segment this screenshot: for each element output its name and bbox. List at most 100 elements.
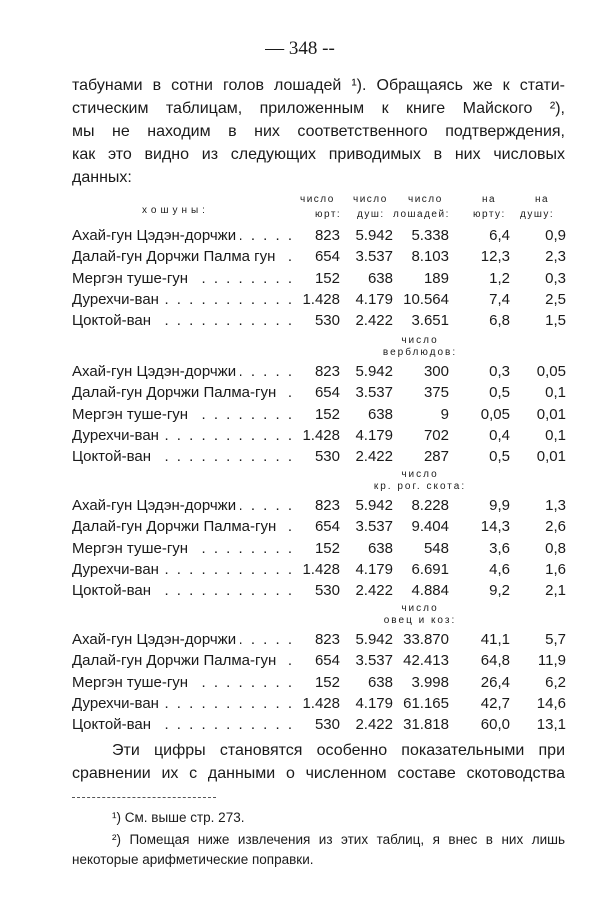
table-cell: 5.942	[355, 497, 393, 514]
leader-dots: . . . . . . . . . . . . . . . . . . . . …	[279, 248, 294, 266]
table-cell: 152	[314, 673, 340, 691]
table-row: Мергэн туше-гун . . . . . . . . . . . . …	[72, 268, 572, 289]
table-cell: 5.338	[411, 227, 449, 244]
row-label: Мергэн туше-гун . . . . . . . . . . . . …	[72, 538, 294, 559]
table-cell: 3.537	[355, 248, 393, 266]
leader-dots: . . . . . . . . . . . . . . . . . . . . …	[155, 312, 294, 330]
table-cell: 11,9	[537, 652, 566, 670]
leader-dots: . . . . . . . . . . . . . . . . . . . . …	[155, 582, 294, 600]
table-cell: 1.428	[302, 560, 340, 578]
table-row: Дурехчи-ван . . . . . . . . . . . . . . …	[72, 559, 572, 580]
table-cell: 64,8	[480, 652, 510, 670]
table-row: Дурехчи-ван . . . . . . . . . . . . . . …	[72, 289, 572, 310]
column-header: число	[408, 194, 443, 205]
khoshun-name: Ахай-гун Цэдэн-дорчжи	[72, 497, 237, 514]
table-cell: 287	[423, 448, 449, 466]
table-cell: 3.537	[355, 384, 393, 402]
leader-dots: . . . . . . . . . . . . . . . . . . . . …	[155, 448, 294, 466]
table-cell: 0,01	[536, 405, 566, 423]
footnote-line: ¹) См. выше стр. 273.	[112, 810, 245, 825]
leader-dots: . . . . . . . . . . . . . . . . . . . . …	[192, 673, 294, 691]
table-row: Мергэн туше-гун . . . . . . . . . . . . …	[72, 672, 572, 693]
table-cell: 823	[314, 227, 340, 244]
leader-dots: . . . . . . . . . . . . . . . . . . . . …	[192, 269, 294, 287]
table-cell: 2.422	[355, 448, 393, 466]
khoshun-name: Ахай-гун Цэдэн-дорчжи	[72, 227, 237, 244]
group-subheader: число	[401, 469, 439, 480]
table-cell: 638	[367, 539, 393, 557]
table-cell: 31.818	[403, 716, 449, 734]
row-label: Ахай-гун Цэдэн-дорчжи . . . . . . . . . …	[72, 225, 294, 246]
table-cell: 1,5	[545, 312, 566, 330]
table-cell: 530	[314, 582, 340, 600]
group-subheader: число	[401, 335, 439, 346]
table-cell: 300	[423, 363, 449, 380]
khoshun-name: Дурехчи-ван	[72, 426, 159, 444]
table-row: Ахай-гун Цэдэн-дорчжи . . . . . . . . . …	[72, 629, 572, 650]
leader-dots: . . . . . . . . . . . . . . . . . . . . …	[192, 405, 294, 423]
table-cell: 41,1	[480, 631, 510, 648]
table-cell: 4.884	[411, 582, 449, 600]
table-cell: 6.691	[411, 560, 449, 578]
text-line: сравнении их с данными о численном соста…	[72, 765, 565, 782]
column-header: число	[353, 194, 388, 205]
table-cell: 3.537	[355, 518, 393, 536]
row-label: Ахай-гун Цэдэн-дорчжи . . . . . . . . . …	[72, 361, 294, 382]
group-subheader: число	[401, 603, 439, 614]
table-cell: 2.422	[355, 582, 393, 600]
footnote: ²) Помещая ниже извлечения из этих табли…	[72, 830, 565, 870]
khoshun-name: Мергэн туше-гун	[72, 673, 189, 691]
table-cell: 0,1	[545, 426, 566, 444]
table-cell: 152	[314, 539, 340, 557]
table-cell: 14,6	[536, 694, 566, 712]
khoshun-name: Мергэн туше-гун	[72, 405, 189, 423]
table-cell: 0,5	[489, 448, 510, 466]
table-cell: 654	[314, 248, 340, 266]
table-row: Далай-гун Дорчжи Палма гун . . . . . . .…	[72, 246, 572, 267]
leader-dots: . . . . . . . . . . . . . . . . . . . . …	[280, 518, 294, 536]
table-cell: 0,4	[489, 426, 510, 444]
table-cell: 14,3	[480, 518, 510, 536]
table-cell: 6,2	[545, 673, 566, 691]
leader-dots: . . . . . . . . . . . . . . . . . . . . …	[192, 539, 294, 557]
row-label: Далай-гун Дорчжи Палма-гун . . . . . . .…	[72, 516, 294, 537]
table-cell: 6,4	[489, 227, 510, 244]
table-cell: 61.165	[403, 694, 449, 712]
table-cell: 3,6	[489, 539, 510, 557]
table-cell: 0,3	[545, 269, 566, 287]
table-cell: 823	[314, 363, 340, 380]
table-cell: 10.564	[403, 290, 449, 308]
table-row: Дурехчи-ван . . . . . . . . . . . . . . …	[72, 425, 572, 446]
row-label: Дурехчи-ван . . . . . . . . . . . . . . …	[72, 693, 294, 714]
table-cell: 1,3	[545, 497, 566, 514]
group-subheader: верблюдов:	[382, 347, 458, 358]
table-cell: 3.537	[355, 652, 393, 670]
table-cell: 152	[314, 269, 340, 287]
footnote-divider	[72, 797, 216, 798]
table-cell: 152	[314, 405, 340, 423]
table-cell: 1,6	[545, 560, 566, 578]
footnote-line: некоторые арифметические поправки.	[72, 852, 314, 867]
footnote: ¹) См. выше стр. 273.	[72, 808, 565, 828]
table-cell: 654	[314, 384, 340, 402]
table-cell: 1,2	[489, 269, 510, 287]
closing-paragraph: Эти цифры становятся особенно показатель…	[72, 739, 565, 785]
table-cell: 5.942	[355, 227, 393, 244]
leader-dots: . . . . . . . . . . . . . . . . . . . . …	[163, 290, 294, 308]
text-line: мы не находим в них соответственного под…	[72, 123, 565, 140]
table-cell: 702	[423, 426, 449, 444]
leader-dots: . . . . . . . . . . . . . . . . . . . . …	[163, 560, 294, 578]
table-cell: 4.179	[355, 560, 393, 578]
khoshun-name: Цоктой-ван	[72, 448, 152, 466]
table-row: Цоктой-ван . . . . . . . . . . . . . . .…	[72, 714, 572, 735]
table-row: Далай-гун Дорчжи Палма-гун . . . . . . .…	[72, 516, 572, 537]
table-cell: 1.428	[302, 290, 340, 308]
table-cell: 2,1	[545, 582, 566, 600]
khoshun-name: Далай-гун Дорчжи Палма-гун	[72, 652, 277, 670]
row-label: Мергэн туше-гун . . . . . . . . . . . . …	[72, 404, 294, 425]
table-cell: 12,3	[480, 248, 510, 266]
row-label: Далай-гун Дорчжи Палма гун . . . . . . .…	[72, 246, 294, 267]
table-cell: 530	[314, 448, 340, 466]
row-label: Дурехчи-ван . . . . . . . . . . . . . . …	[72, 425, 294, 446]
table-cell: 4,6	[489, 560, 510, 578]
